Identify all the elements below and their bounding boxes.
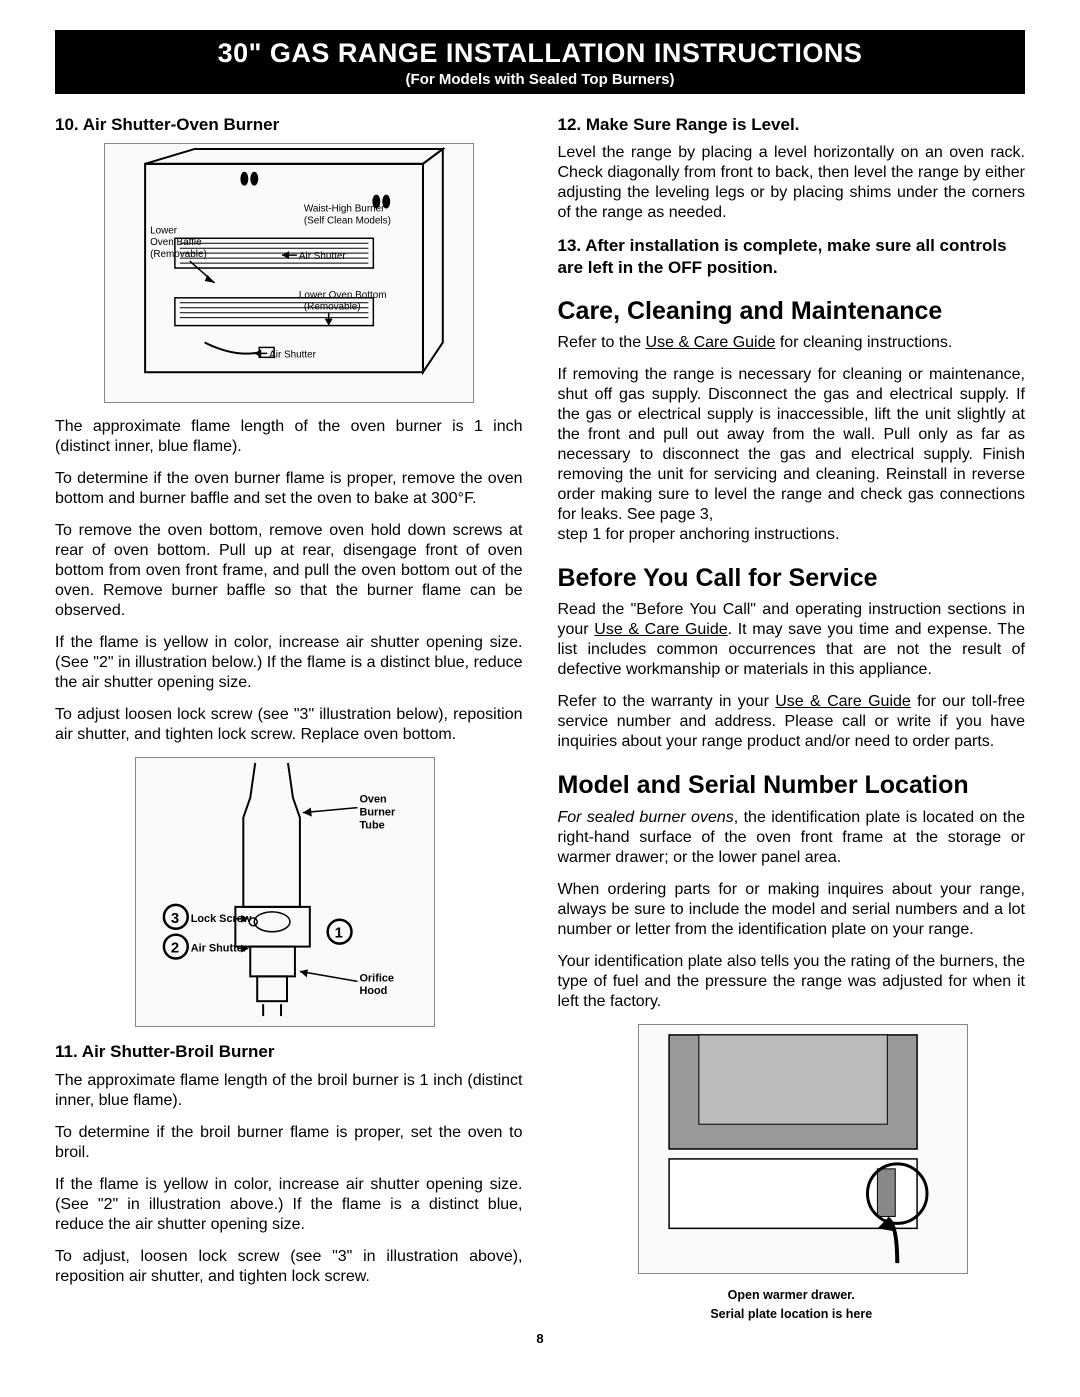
para-11-1: The approximate flame length of the broi…	[55, 1071, 523, 1111]
para-12-1: Level the range by placing a level horiz…	[558, 143, 1026, 223]
heading-care: Care, Cleaning and Maintenance	[558, 296, 1026, 327]
label-air-shutter-2: Air Shutter	[269, 350, 316, 361]
label-self-clean: (Self Clean Models)	[304, 216, 391, 227]
para-10-1: The approximate flame length of the oven…	[55, 417, 523, 457]
content-columns: 10. Air Shutter-Oven Burner	[55, 114, 1025, 1323]
circle-2: 2	[171, 941, 179, 957]
label-oven: Oven	[359, 794, 386, 806]
label-hood: Hood	[359, 985, 387, 997]
label-lower-bottom2: (Removable)	[304, 302, 361, 313]
model-1a: For sealed burner ovens	[558, 809, 734, 826]
para-before-2: Refer to the warranty in your Use & Care…	[558, 692, 1026, 752]
para-11-2: To determine if the broil burner flame i…	[55, 1123, 523, 1163]
para-11-3: If the flame is yellow in color, increas…	[55, 1175, 523, 1235]
header-bar: 30" GAS RANGE INSTALLATION INSTRUCTIONS …	[55, 30, 1025, 94]
para-model-2: When ordering parts for or making inquir…	[558, 880, 1026, 940]
label-tube: Tube	[359, 820, 384, 832]
caption-1: Open warmer drawer.	[558, 1288, 1026, 1304]
para-before-1: Read the "Before You Call" and operating…	[558, 600, 1026, 680]
section-12-title: 12. Make Sure Range is Level.	[558, 114, 1026, 135]
para-model-3: Your identification plate also tells you…	[558, 952, 1026, 1012]
care-1a: Refer to the	[558, 334, 646, 351]
care-1c: for cleaning instructions.	[775, 334, 952, 351]
care-guide-link-3: Use & Care Guide	[775, 693, 911, 710]
para-10-4: If the flame is yellow in color, increas…	[55, 633, 523, 693]
para-10-5: To adjust loosen lock screw (see "3" ill…	[55, 705, 523, 745]
care-guide-link-1: Use & Care Guide	[646, 334, 776, 351]
label-air-shutter-1: Air Shutter	[299, 251, 346, 262]
label-lower3: (Removable)	[150, 249, 207, 260]
para-care-2b: step 1 for proper anchoring instructions…	[558, 525, 1026, 545]
para-model-1: For sealed burner ovens, the identificat…	[558, 808, 1026, 868]
label-lower2: Oven Baffle	[150, 237, 202, 248]
circle-3: 3	[171, 911, 179, 927]
left-column: 10. Air Shutter-Oven Burner	[55, 114, 523, 1323]
header-title: 30" GAS RANGE INSTALLATION INSTRUCTIONS	[55, 38, 1025, 69]
page-number: 8	[55, 1331, 1025, 1346]
care-guide-link-2: Use & Care Guide	[594, 621, 727, 638]
heading-model: Model and Serial Number Location	[558, 770, 1026, 801]
right-column: 12. Make Sure Range is Level. Level the …	[558, 114, 1026, 1323]
serial-plate-diagram	[638, 1024, 968, 1274]
caption-2: Serial plate location is here	[558, 1307, 1026, 1323]
label-lower1: Lower	[150, 226, 178, 237]
burner-tube-diagram: Oven Burner Tube 3 Lock Screw 2 Air Shut…	[135, 757, 435, 1027]
before-2a: Refer to the warranty in your	[558, 693, 776, 710]
section-11-title: 11. Air Shutter-Broil Burner	[55, 1041, 523, 1062]
header-subtitle: (For Models with Sealed Top Burners)	[55, 71, 1025, 88]
para-11-4: To adjust, loosen lock screw (see "3" in…	[55, 1247, 523, 1287]
section-13-title: 13. After installation is complete, make…	[558, 235, 1026, 278]
para-care-1: Refer to the Use & Care Guide for cleani…	[558, 333, 1026, 353]
para-care-2: If removing the range is necessary for c…	[558, 365, 1026, 525]
section-10-title: 10. Air Shutter-Oven Burner	[55, 114, 523, 135]
para-10-2: To determine if the oven burner flame is…	[55, 469, 523, 509]
label-orifice: Orifice	[359, 973, 394, 985]
label-air-shutter-d2: Air Shutter	[191, 943, 248, 955]
heading-before: Before You Call for Service	[558, 563, 1026, 594]
label-lower-bottom: Lower Oven Bottom	[299, 290, 387, 301]
circle-1: 1	[335, 926, 343, 942]
para-10-3: To remove the oven bottom, remove oven h…	[55, 521, 523, 621]
oven-diagram: Waist-High Burner (Self Clean Models) Lo…	[104, 143, 474, 403]
label-waist-high: Waist-High Burner	[304, 204, 385, 215]
label-burner: Burner	[359, 807, 396, 819]
